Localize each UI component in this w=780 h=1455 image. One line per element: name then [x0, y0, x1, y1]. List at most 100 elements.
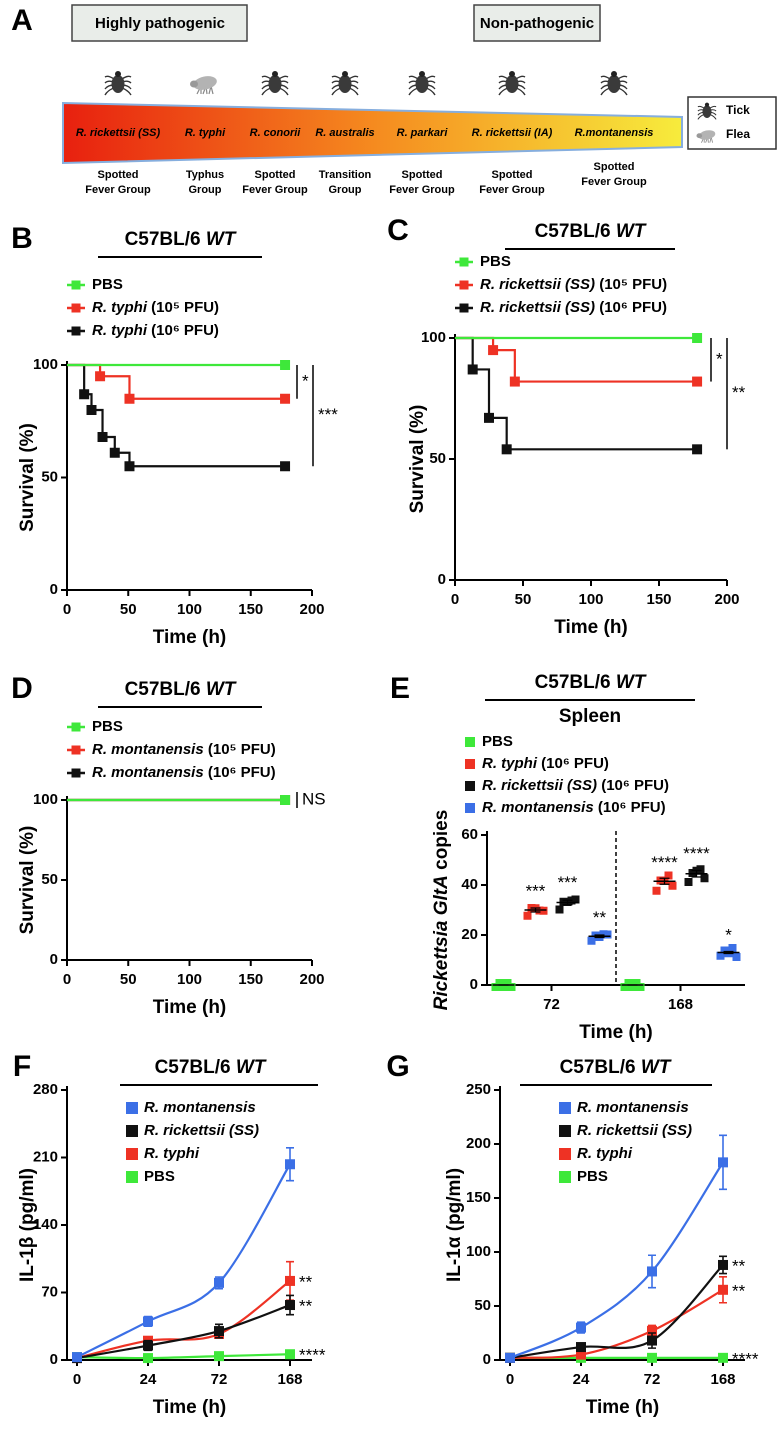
data-point — [647, 1325, 657, 1336]
legend-label: R. typhi (10⁵ PFU) — [92, 299, 219, 316]
tick-icon — [600, 71, 628, 96]
significance-label: ** — [732, 1281, 746, 1300]
series-line — [76, 1304, 291, 1360]
survival-marker — [280, 393, 291, 404]
data-point — [576, 1349, 586, 1360]
data-point — [603, 930, 612, 939]
data-point — [214, 1326, 224, 1337]
x-axis-label: Time (h) — [153, 1397, 227, 1418]
icon-leg — [515, 75, 526, 80]
pathogenicity-gradient — [62, 101, 683, 165]
icon-head — [704, 102, 710, 107]
legend-label: R. typhi (10⁶ PFU) — [92, 322, 219, 339]
data-point — [576, 1322, 586, 1333]
significance-label: * — [725, 925, 732, 944]
series-line — [76, 1280, 291, 1360]
significance-label: ** — [732, 383, 746, 402]
tick-icon — [408, 71, 436, 96]
data-point — [214, 1351, 224, 1362]
y-tick-label: 140 — [33, 1216, 58, 1233]
group-label: Spotted Fever Group — [85, 169, 151, 196]
species-name: R.montanensis — [575, 127, 654, 139]
legend-label: PBS — [92, 718, 123, 735]
legend-label: R. rickettsii (SS) — [144, 1122, 259, 1139]
chart-title: C57BL/6 WT — [155, 1057, 267, 1078]
legend-label: R. typhi (10⁶ PFU) — [482, 755, 609, 772]
legend-label: R. typhi — [577, 1145, 633, 1162]
icon-head — [611, 71, 617, 77]
x-tick-label: 150 — [238, 971, 263, 988]
y-tick-label: 50 — [41, 871, 58, 888]
y-tick-label: 0 — [470, 976, 478, 993]
species-name: R. rickettsii (IA) — [472, 127, 553, 139]
series-line — [76, 1353, 291, 1360]
y-tick-label: 100 — [33, 356, 58, 373]
legend-marker — [459, 280, 469, 290]
icon-head — [696, 133, 703, 139]
error-bar — [723, 950, 734, 955]
tick-icon — [261, 71, 289, 96]
series-line — [509, 1288, 724, 1359]
x-tick-label: 200 — [299, 601, 324, 618]
x-tick-label: 50 — [120, 971, 137, 988]
data-point — [732, 953, 741, 961]
chart-title: C57BL/6 WT — [560, 1057, 672, 1078]
panel-label: A — [11, 4, 33, 37]
x-axis-label: Time (h) — [554, 617, 628, 638]
x-tick-label: 100 — [177, 601, 202, 618]
y-tick-label: 70 — [41, 1283, 58, 1300]
legend-label: R. typhi — [144, 1145, 200, 1162]
tick-icon — [104, 71, 132, 96]
box-label: Highly pathogenic — [95, 15, 225, 32]
panel-label: B — [11, 222, 33, 255]
icon-body — [193, 76, 217, 90]
legend-label: R. montanensis — [577, 1099, 689, 1116]
species-name: R. rickettsii (SS) — [76, 127, 161, 139]
y-axis-label: Rickettsia GltA copies — [431, 810, 452, 1011]
x-tick-label: 50 — [515, 591, 532, 608]
legend-marker — [465, 759, 475, 769]
tick-icon — [697, 102, 717, 120]
data-point — [72, 1352, 82, 1363]
y-axis-label: Survival (%) — [407, 405, 428, 514]
group-label: Typhus Group — [185, 169, 225, 196]
icon-leg — [331, 75, 342, 80]
legend-marker — [559, 1171, 571, 1183]
legend-label: PBS — [480, 253, 511, 270]
survival-marker — [86, 405, 97, 415]
data-point — [505, 1352, 515, 1363]
data-point — [647, 1335, 657, 1346]
legend-marker — [71, 745, 81, 755]
legend-label: R. montanensis — [144, 1099, 256, 1116]
legend-marker — [71, 722, 81, 732]
survival-marker — [97, 432, 108, 442]
x-tick-label: 168 — [277, 1371, 302, 1388]
survival-marker — [509, 376, 520, 387]
data-point — [285, 1159, 295, 1170]
x-tick-label: 0 — [63, 601, 71, 618]
x-tick-label: 72 — [644, 1371, 661, 1388]
legend-label: R. montanensis (10⁶ PFU) — [92, 764, 276, 781]
data-point — [647, 1266, 657, 1277]
significance-label: ** — [299, 1297, 313, 1316]
survival-marker — [79, 389, 90, 400]
legend-marker — [71, 326, 81, 336]
y-tick-label: 0 — [50, 581, 58, 598]
x-tick-label: 150 — [646, 591, 671, 608]
legend-marker — [126, 1148, 138, 1160]
x-axis-label: Time (h) — [153, 997, 227, 1018]
survival-marker — [501, 444, 512, 455]
box — [473, 4, 601, 42]
x-tick-label: 100 — [578, 591, 603, 608]
x-tick-label: 50 — [120, 601, 137, 618]
species-name: R. parkari — [397, 127, 449, 139]
data-point — [555, 905, 564, 914]
data-point — [523, 911, 532, 920]
icon-leg — [261, 75, 272, 80]
y-tick-label: 0 — [438, 571, 446, 588]
error-bar — [691, 869, 702, 878]
x-tick-label: 100 — [177, 971, 202, 988]
group-label: Spotted Fever Group — [479, 169, 545, 196]
panel-label: D — [11, 672, 33, 705]
